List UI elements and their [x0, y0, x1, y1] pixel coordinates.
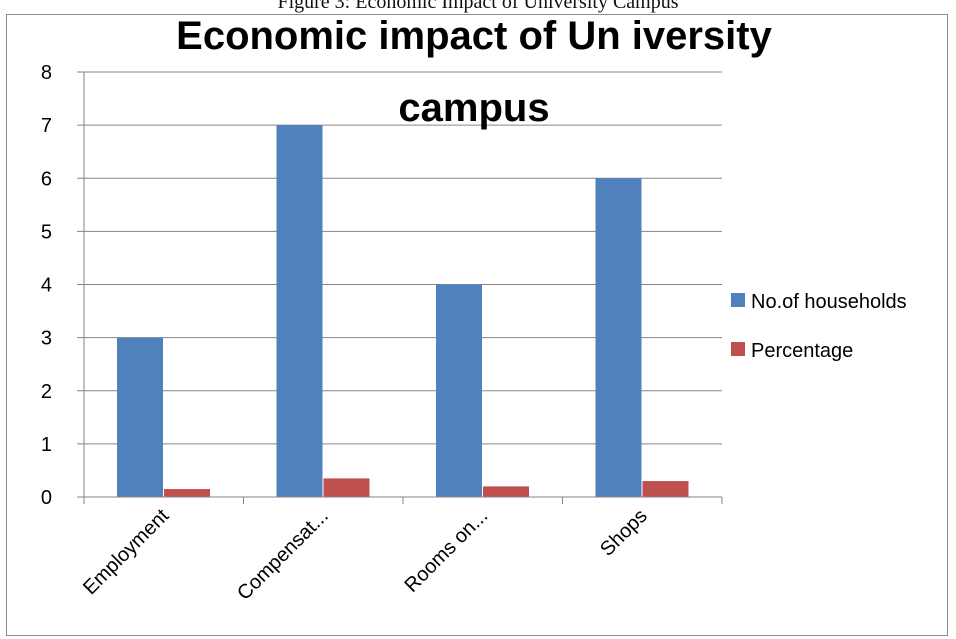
- x-tick-label: Rooms on...: [400, 505, 492, 597]
- bar-households: [276, 125, 323, 497]
- bars: [117, 125, 689, 497]
- legend-label: Percentage: [751, 340, 853, 362]
- bar-percentage: [642, 481, 689, 497]
- y-tick-label: 7: [41, 115, 52, 137]
- chart-frame: [6, 14, 948, 636]
- y-tick-label: 3: [41, 328, 52, 350]
- y-tick-labels: 0 1 2 3 4 5 6 7 8: [41, 62, 52, 509]
- y-tick-label: 4: [41, 275, 52, 297]
- bar-percentage: [164, 489, 210, 497]
- y-tick-label: 1: [41, 434, 52, 456]
- figure-caption: Figure 3: Economic Impact of University …: [277, 0, 679, 13]
- y-tick-label: 8: [41, 62, 52, 84]
- legend-label: No.of households: [751, 291, 907, 313]
- chart-title: Economic impact of Un iversity campus: [176, 14, 772, 130]
- bar-households: [436, 284, 482, 497]
- legend: No.of households Percentage: [731, 291, 907, 362]
- x-tick-label: Employment: [79, 505, 173, 599]
- gridlines: [84, 71, 722, 445]
- legend-swatch: [731, 293, 745, 307]
- x-tick-labels: Employment Compensat... Rooms on... Shops: [79, 505, 652, 605]
- y-tick-label: 5: [41, 221, 52, 243]
- y-tick-label: 0: [41, 487, 52, 509]
- bar-households: [117, 337, 163, 497]
- bar-households: [595, 178, 642, 497]
- legend-swatch: [731, 342, 745, 356]
- bar-percentage: [323, 478, 370, 497]
- chart-title-line: campus: [398, 86, 549, 130]
- x-tick-label: Shops: [596, 505, 652, 561]
- chart-title-line: Economic impact of Un iversity: [176, 14, 772, 58]
- y-tick-label: 6: [41, 168, 52, 190]
- bar-percentage: [483, 486, 529, 497]
- y-tick-label: 2: [41, 381, 52, 403]
- axes: [77, 71, 723, 504]
- x-tick-label: Compensat...: [233, 505, 333, 605]
